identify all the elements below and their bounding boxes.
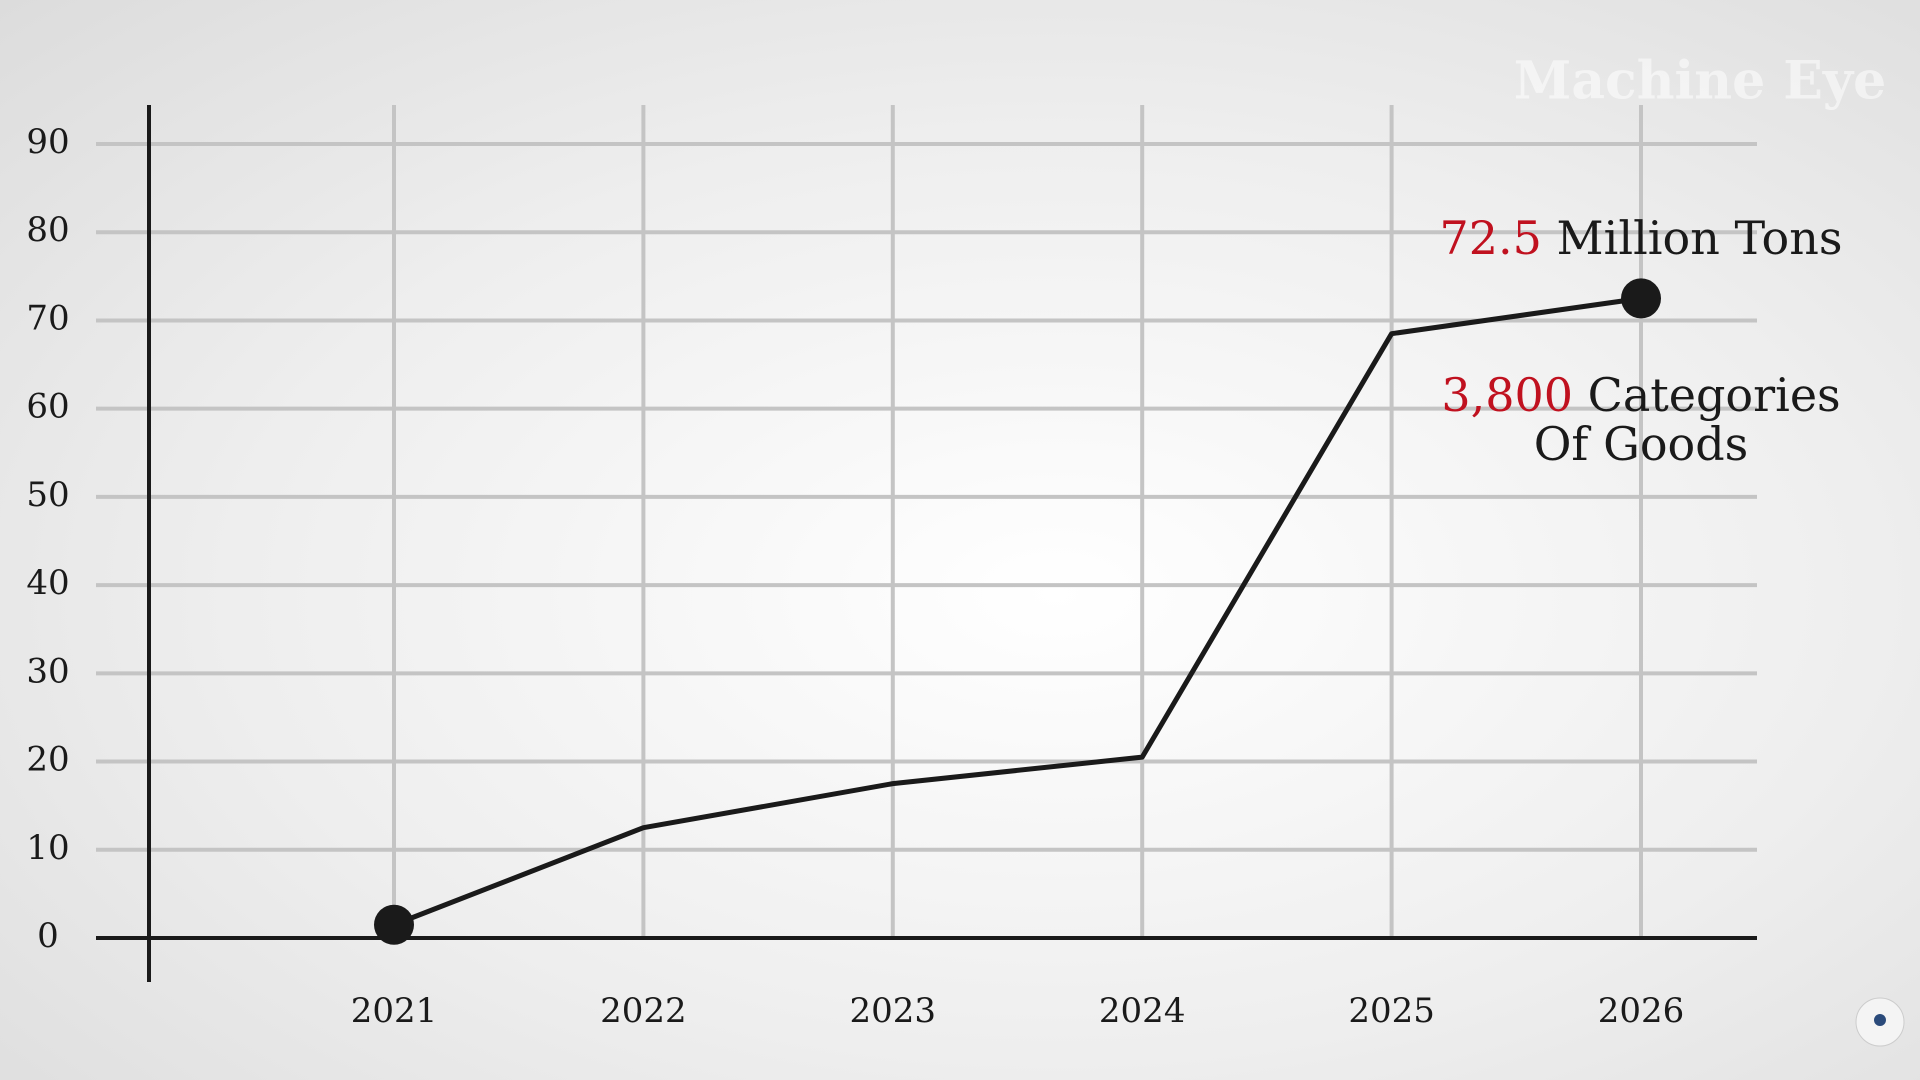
y-tick-label: 70 [26,298,69,338]
y-tick-label: 80 [26,210,69,250]
x-tick-label: 2022 [600,991,687,1031]
data-point [1621,278,1661,319]
data-line [393,295,1642,928]
y-tick-label: 20 [26,740,69,780]
x-tick-label: 2024 [1099,991,1186,1031]
annotation-space [1573,368,1588,422]
y-tick-label: 40 [26,563,69,603]
logo-eye [1874,1014,1886,1026]
x-tick-label: 2026 [1598,991,1685,1031]
annotation: 72.5 Million Tons [1440,211,1843,265]
annotation-highlight: 72.5 [1440,211,1542,265]
y-tick-label: 0 [37,916,59,956]
x-tick-label: 2023 [850,991,937,1031]
y-tick-label: 90 [26,122,69,162]
data-point [374,904,414,945]
x-tick-label: 2025 [1348,991,1435,1031]
annotation-text: Of Goods [1534,417,1749,471]
x-tick-label: 2021 [351,991,438,1031]
y-tick-label: 10 [26,828,69,868]
annotation-text: Categories [1588,368,1841,422]
y-tick-label: 30 [26,651,69,691]
annotation: 3,800 Categories [1441,368,1840,422]
annotation-text: Million Tons [1557,211,1843,265]
watermark: Machine Eye [1514,51,1886,112]
y-tick-label: 50 [26,475,69,515]
y-tick-label: 60 [26,387,69,427]
annotation-space [1542,211,1557,265]
annotation-highlight: 3,800 [1441,368,1573,422]
